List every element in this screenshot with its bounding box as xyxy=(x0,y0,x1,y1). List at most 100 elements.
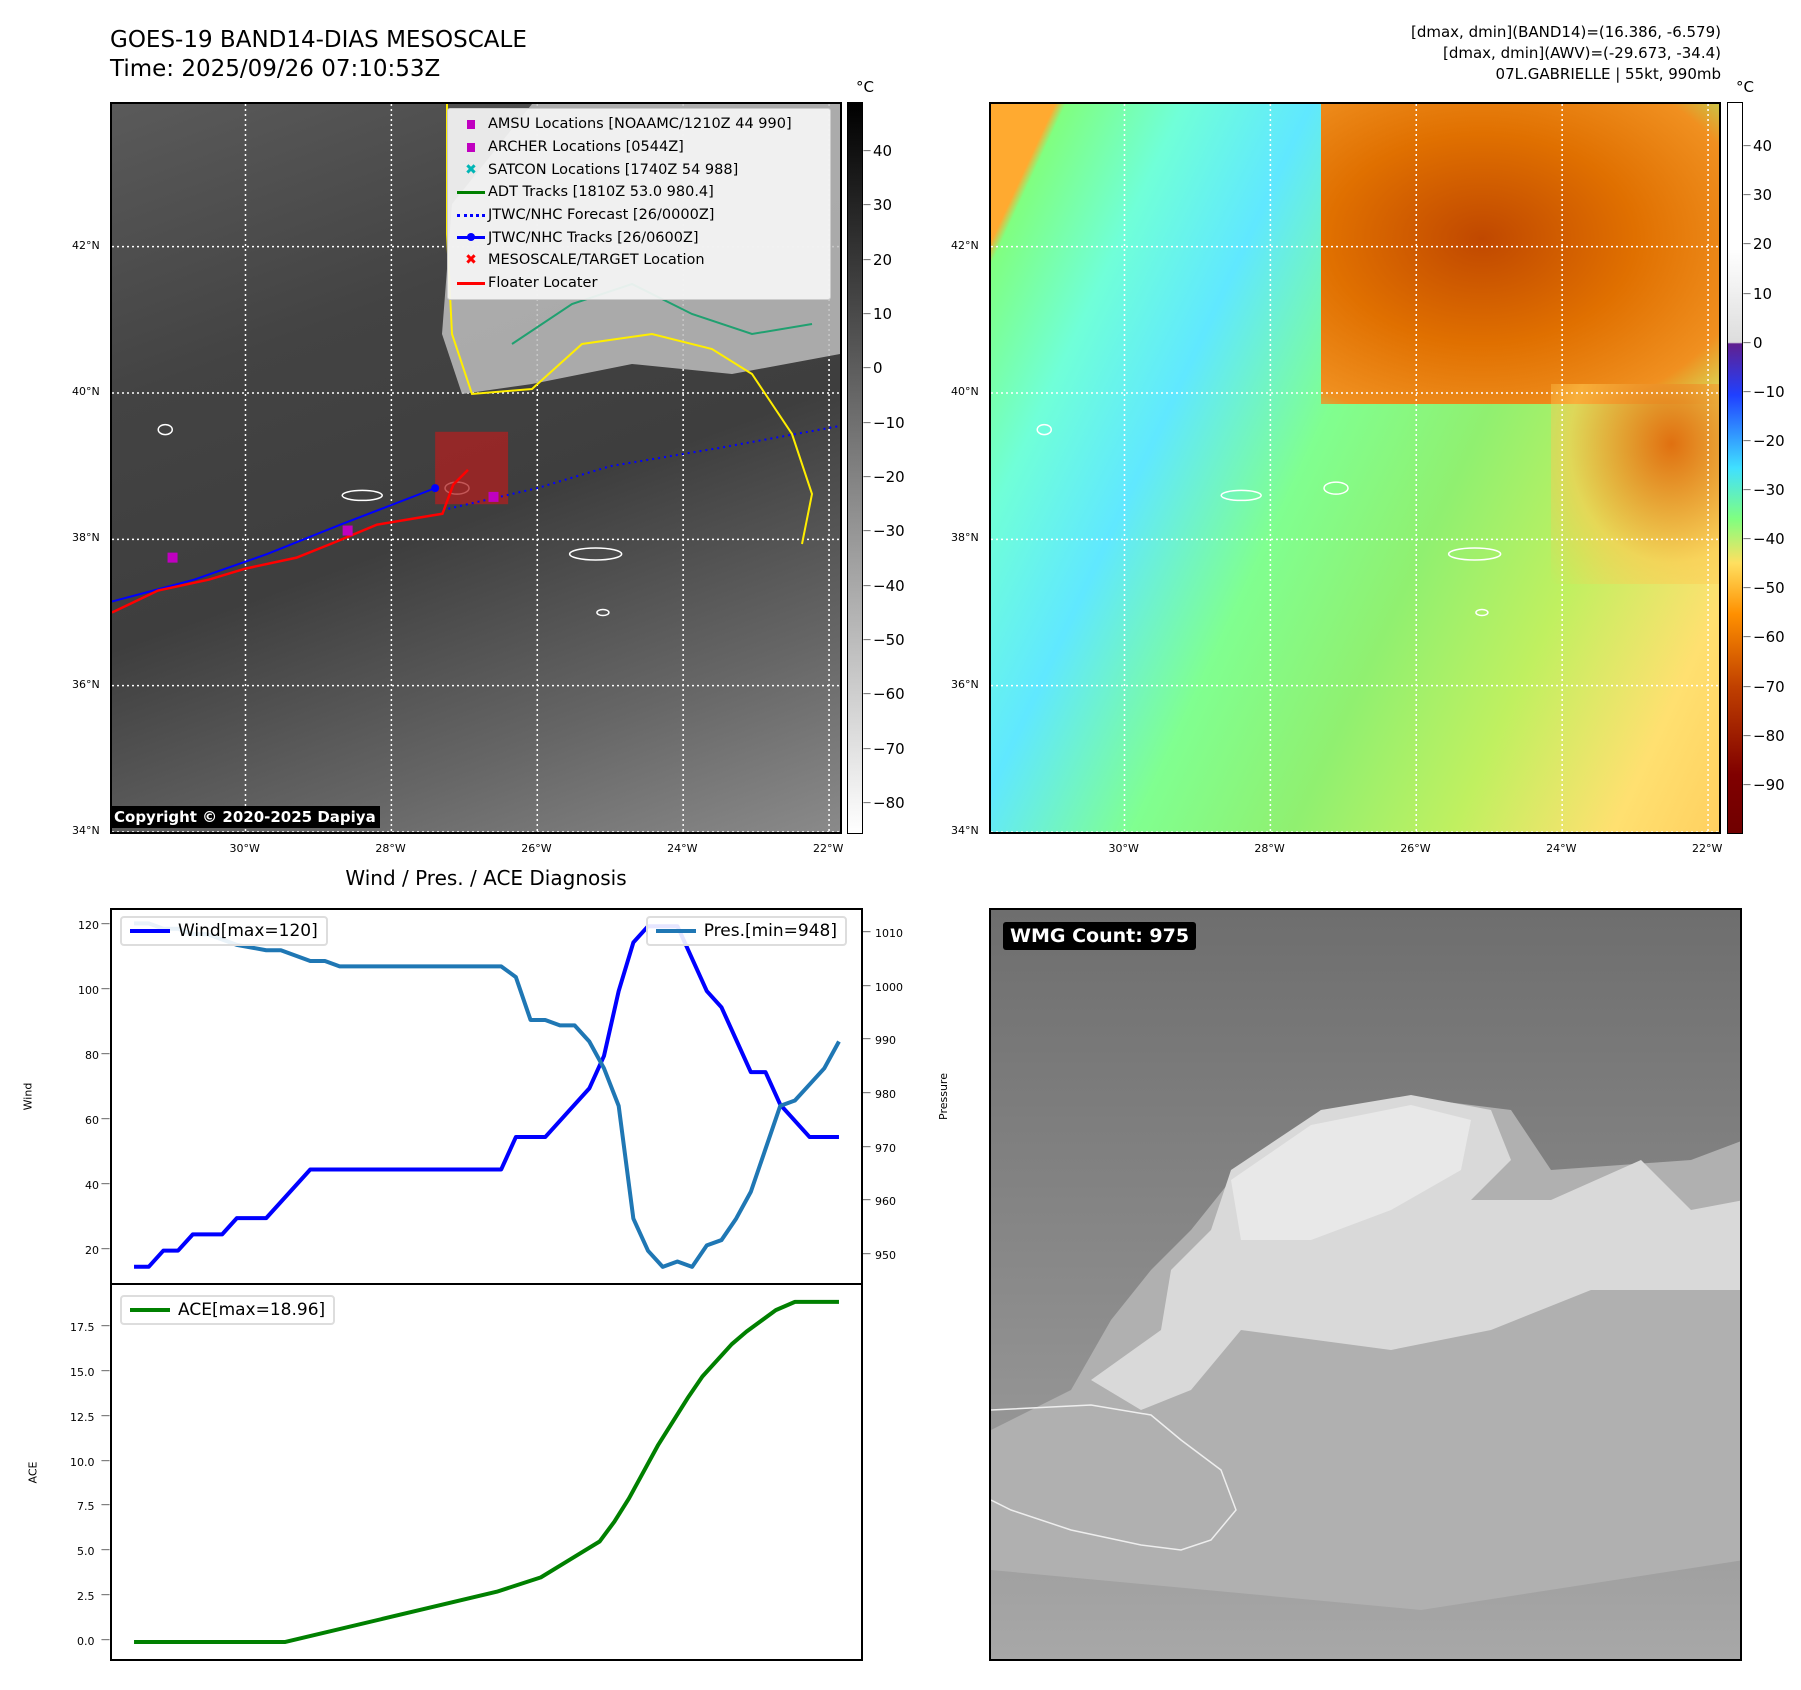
pressure-tick-label: 980 xyxy=(875,1088,896,1102)
legend-item: ARCHER Locations [0544Z] xyxy=(454,136,824,159)
pressure-legend: Pres.[min=948] xyxy=(645,916,847,946)
lat-tick-label: 34°N xyxy=(72,824,100,837)
water-vapor-map[interactable] xyxy=(989,102,1721,834)
pressure-legend-swatch xyxy=(655,929,696,933)
colorbar-tick-mark: — xyxy=(1743,190,1751,200)
colorbar-tick-label: −90 xyxy=(1753,775,1785,794)
wmg-panel[interactable]: WMG Count: 975 xyxy=(989,908,1742,1661)
colorbar-tick-mark: — xyxy=(1743,239,1751,249)
colorbar-tick-mark: — xyxy=(1743,141,1751,151)
legend-label: JTWC/NHC Forecast [26/0000Z] xyxy=(488,207,715,224)
colorbar-tick-label: −50 xyxy=(1753,579,1785,598)
floater-track-line xyxy=(112,468,469,614)
pressure-tick-label: 950 xyxy=(875,1249,896,1263)
wind-pressure-plot xyxy=(134,921,841,1269)
colorbar-tick-label: −40 xyxy=(1753,530,1785,549)
colorbar-tick-label: −80 xyxy=(873,794,905,813)
ace-legend: ACE[max=18.96] xyxy=(120,1295,336,1325)
wind-tick-label: 80 xyxy=(85,1048,99,1062)
storm-info: [dmax, dmin](BAND14)=(16.386, -6.579) [d… xyxy=(1411,22,1721,85)
colorbar-tick-label: −30 xyxy=(873,522,905,541)
wind-legend-label: Wind[max=120] xyxy=(178,921,318,941)
colorbar-tick-label: −70 xyxy=(1753,677,1785,696)
colorbar-tick-label: 40 xyxy=(1753,137,1773,156)
colorbar-tick-mark: — xyxy=(1743,435,1751,445)
ace-tick-label: 0.0 xyxy=(77,1634,95,1648)
lon-tick-label: 22°W xyxy=(1692,842,1723,855)
legend-item: JTWC/NHC Tracks [26/0600Z] xyxy=(454,226,824,249)
wind-tick-label: 40 xyxy=(85,1178,99,1192)
colorbar-tick-mark: — xyxy=(863,417,871,427)
pressure-tick-mark: — xyxy=(862,980,871,991)
amsu-location-marker xyxy=(167,552,178,563)
ace-tick-label: 15.0 xyxy=(70,1365,95,1379)
legend-item: ✖ SATCON Locations [1740Z 54 988] xyxy=(454,158,824,181)
band14-range: [dmax, dmin](BAND14)=(16.386, -6.579) xyxy=(1410,23,1721,41)
island-outline xyxy=(1447,547,1502,561)
pressure-tick-mark: — xyxy=(862,1088,871,1099)
wmg-count-badge: WMG Count: 975 xyxy=(1003,922,1197,950)
ace-line xyxy=(134,1299,839,1644)
pressure-legend-label: Pres.[min=948] xyxy=(703,921,837,941)
cloud-contour xyxy=(446,104,814,545)
colorbar-tick-label: −80 xyxy=(1753,726,1785,745)
colorbar-tick-label: −10 xyxy=(1753,382,1785,401)
jtwc-track-line xyxy=(112,487,436,603)
colorbar-tick-label: −60 xyxy=(873,685,905,704)
colorbar-tick-mark: — xyxy=(1743,583,1751,593)
storm-summary: 07L.GABRIELLE | 55kt, 990mb xyxy=(1495,65,1721,83)
colorbar-tick-label: 0 xyxy=(1753,333,1763,352)
wind-line xyxy=(134,924,839,1269)
colorbar-tick-mark: — xyxy=(863,634,871,644)
lon-tick-label: 28°W xyxy=(1254,842,1285,855)
diagnosis-title: Wind / Pres. / ACE Diagnosis xyxy=(345,866,627,890)
legend-label: ADT Tracks [1810Z 53.0 980.4] xyxy=(488,184,714,201)
ace-tick-mark: — xyxy=(101,1545,110,1556)
ace-tick-label: 5.0 xyxy=(77,1545,95,1559)
pressure-tick-mark: — xyxy=(862,1195,871,1206)
square-legend-icon xyxy=(454,119,488,129)
legend-item: ADT Tracks [1810Z 53.0 980.4] xyxy=(454,181,824,204)
wmg-image xyxy=(991,910,1740,1659)
colorbar-tick-mark: — xyxy=(863,689,871,699)
colorbar-tick-mark: — xyxy=(863,254,871,264)
pressure-tick-label: 1010 xyxy=(875,927,903,941)
lon-tick-label: 30°W xyxy=(229,842,260,855)
colorbar-tick-label: −20 xyxy=(1753,431,1785,450)
ace-tick-mark: — xyxy=(101,1590,110,1601)
line-legend-icon xyxy=(454,281,488,285)
pressure-tick-mark: — xyxy=(862,1141,871,1152)
figure-title: GOES-19 BAND14-DIAS MESOSCALE Time: 2025… xyxy=(110,26,527,84)
cold-cloud-region xyxy=(1321,104,1719,404)
colorbar-tick-mark: — xyxy=(1743,534,1751,544)
ace-tick-label: 10.0 xyxy=(70,1455,95,1469)
wind-tick-mark: — xyxy=(101,1113,110,1124)
island-outline xyxy=(596,608,610,617)
island-outline xyxy=(1220,489,1262,502)
wind-tick-label: 60 xyxy=(85,1113,99,1127)
lon-tick-label: 26°W xyxy=(521,842,552,855)
pressure-tick-mark: — xyxy=(862,1034,871,1045)
amsu-location-marker xyxy=(488,491,499,502)
colorbar-tick-label: 20 xyxy=(873,250,893,269)
lat-tick-label: 36°N xyxy=(951,677,979,691)
wind-axis-label: Wind xyxy=(21,1082,35,1111)
ace-tick-mark: — xyxy=(101,1321,110,1332)
legend-label: JTWC/NHC Tracks [26/0600Z] xyxy=(488,229,699,246)
colorbar-tick-mark: — xyxy=(863,308,871,318)
colorbar-tick-mark: — xyxy=(863,798,871,808)
colorbar-tick-mark: — xyxy=(863,200,871,210)
colorbar-tick-mark: — xyxy=(1743,730,1751,740)
colorbar-tick-mark: — xyxy=(1743,485,1751,495)
timestamp: Time: 2025/09/26 07:10:53Z xyxy=(110,56,441,82)
island-outline xyxy=(341,489,383,502)
colorbar-tick-label: −20 xyxy=(873,467,905,486)
ace-plot xyxy=(134,1299,839,1644)
jtwc-forecast-line xyxy=(442,424,840,512)
wv-colorbar xyxy=(1727,102,1743,834)
colorbar-tick-mark: — xyxy=(1743,386,1751,396)
pressure-tick-label: 1000 xyxy=(875,980,903,994)
line-legend-icon xyxy=(454,190,488,194)
square-legend-icon xyxy=(454,142,488,152)
dotted-legend-icon xyxy=(454,213,488,217)
